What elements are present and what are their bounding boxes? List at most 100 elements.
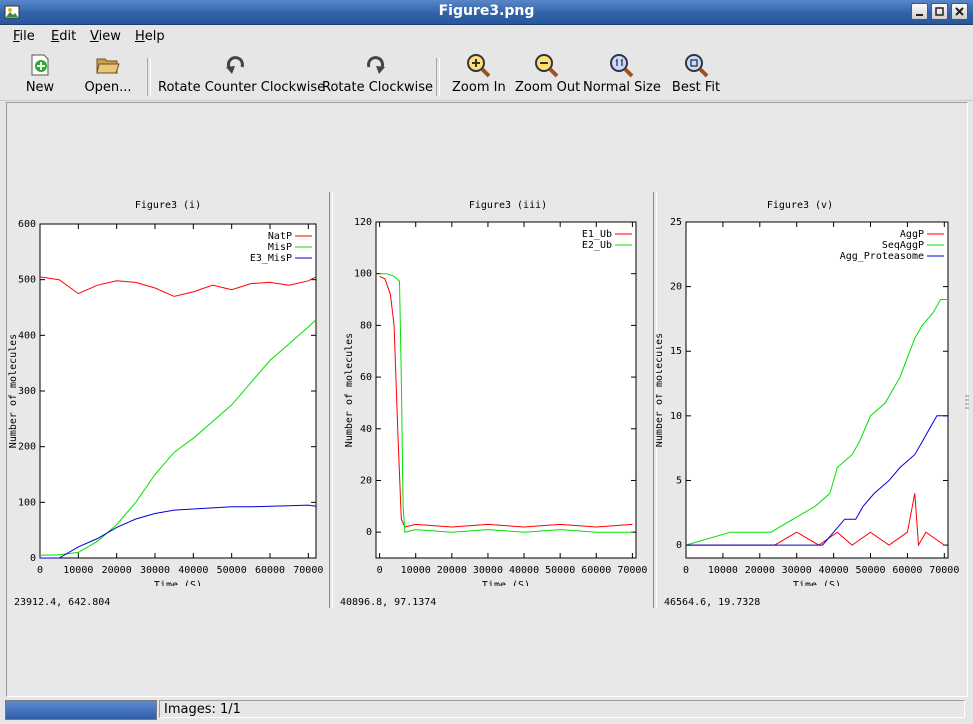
series-line-natp [39, 276, 317, 297]
y-tick-label: 120 [354, 217, 372, 228]
toolbar-separator [436, 58, 440, 96]
legend-label: SeqAggP [882, 240, 924, 251]
zoom-out-button[interactable]: Zoom Out [515, 52, 580, 95]
coordinate-readout: 23912.4, 642.804 [14, 597, 111, 608]
x-tick-label: 50000 [855, 565, 885, 576]
x-tick-label: 20000 [745, 565, 775, 576]
series-line-seqaggp [685, 299, 948, 546]
panel-divider [653, 192, 657, 608]
x-tick-label: 70000 [929, 565, 959, 576]
x-tick-label: 30000 [473, 565, 503, 576]
normal-size-button[interactable]: Normal Size [583, 52, 661, 95]
y-tick-label: 80 [360, 320, 372, 331]
rotate-ccw-button[interactable]: Rotate Counter Clockwise [158, 52, 325, 95]
x-tick-label: 60000 [892, 565, 922, 576]
progress-bar [5, 700, 157, 720]
series-line-aggp [686, 493, 945, 547]
x-tick-label: 40000 [509, 565, 539, 576]
rotate-cw-button[interactable]: Rotate Clockwise [322, 52, 433, 95]
open-button[interactable]: Open... [84, 52, 132, 95]
coordinate-readout: 46564.6, 19.7328 [664, 597, 761, 608]
x-tick-label: 0 [683, 565, 689, 576]
menu-view[interactable]: View [90, 29, 121, 44]
series-line-e2-ub [379, 273, 633, 533]
plot-area [375, 221, 637, 559]
x-axis-label: Time (S) [482, 580, 530, 586]
chart-title: Figure3 (v) [767, 200, 833, 211]
y-tick-label: 0 [30, 553, 36, 564]
zoom-out-icon [535, 54, 559, 78]
x-tick-label: 70000 [617, 565, 647, 576]
x-tick-label: 20000 [437, 565, 467, 576]
x-tick-label: 20000 [102, 565, 132, 576]
close-button[interactable] [951, 3, 968, 20]
coordinate-readout: 40896.8, 97.1374 [340, 597, 437, 608]
rotate-clockwise-icon [367, 56, 385, 74]
x-tick-label: 40000 [178, 565, 208, 576]
menu-file[interactable]: File [13, 29, 35, 44]
app-icon [4, 5, 20, 19]
figure-panel-v: Figure3 (v) 0 10000 20000 30000 40000 50000 600… [656, 200, 959, 586]
menu-edit[interactable]: Edit [51, 29, 77, 44]
y-tick-label: 10 [670, 411, 682, 422]
y-tick-label: 0 [676, 540, 682, 551]
x-axis-label: Time (S) [793, 580, 841, 586]
zoom-normal-icon [610, 54, 634, 78]
rotate-counter-clockwise-icon [226, 56, 244, 74]
y-axis-label: Number of molecules [344, 333, 355, 447]
window-title: Figure3.png [438, 3, 535, 19]
x-tick-label: 10000 [401, 565, 431, 576]
legend-label: E3_MisP [250, 253, 292, 264]
x-tick-label: 50000 [545, 565, 575, 576]
x-tick-label: 0 [37, 565, 43, 576]
y-tick-label: 60 [360, 372, 372, 383]
zoom-in-button[interactable]: Zoom In [452, 52, 506, 95]
zoom-in-icon [467, 54, 491, 78]
y-tick-label: 20 [360, 475, 372, 486]
series-line-e1-ub [379, 275, 633, 528]
panel-divider [329, 192, 333, 608]
maximize-icon [935, 7, 944, 16]
y-tick-label: 15 [670, 346, 682, 357]
y-tick-label: 40 [360, 424, 372, 435]
figure-panel-i: Figure3 (i) 0 10000 20000 30000 40000 50000 600… [8, 200, 323, 586]
menu-help[interactable]: Help [135, 29, 165, 44]
close-icon [955, 7, 964, 16]
best-fit-button[interactable]: Best Fit [670, 52, 722, 95]
x-tick-label: 30000 [782, 565, 812, 576]
y-tick-label: 600 [18, 219, 36, 230]
y-tick-label: 0 [366, 527, 372, 538]
series-line-e3-misp [40, 504, 317, 559]
y-tick-label: 20 [670, 282, 682, 293]
series-line-agg-proteasome [686, 415, 948, 546]
legend-label: E2_Ub [582, 240, 612, 251]
legend-label: MisP [268, 242, 292, 253]
plot-area [39, 223, 317, 559]
y-tick-label: 25 [670, 217, 682, 228]
y-tick-label: 300 [18, 386, 36, 397]
folder-icon [96, 58, 120, 74]
resize-grip-icon[interactable] [964, 392, 970, 412]
progress-fill [6, 701, 156, 719]
x-tick-label: 70000 [293, 565, 323, 576]
x-tick-label: 10000 [63, 565, 93, 576]
y-tick-label: 100 [18, 497, 36, 508]
zoom-fit-icon [685, 54, 709, 78]
status-text: Images: 1/1 [159, 700, 965, 718]
new-file-icon [31, 54, 49, 76]
toolbar-separator [147, 58, 151, 96]
y-tick-label: 500 [18, 275, 36, 286]
menu-bar: File Edit View Help [0, 25, 973, 47]
new-button[interactable]: New [20, 52, 60, 95]
plot-area [685, 221, 949, 559]
x-tick-label: 60000 [255, 565, 285, 576]
maximize-button[interactable] [931, 3, 948, 20]
legend-label: E1_Ub [582, 229, 612, 240]
y-axis-label: Number of molecules [656, 333, 665, 447]
legend-label: NatP [268, 231, 292, 242]
minimize-button[interactable] [911, 3, 928, 20]
y-tick-label: 100 [354, 269, 372, 280]
figure-panel-iii: Figure3 (iii) 0 10000 20000 30000 40000 50000 6… [344, 200, 647, 586]
title-bar[interactable]: Figure3.png [0, 0, 973, 25]
x-tick-label: 40000 [819, 565, 849, 576]
